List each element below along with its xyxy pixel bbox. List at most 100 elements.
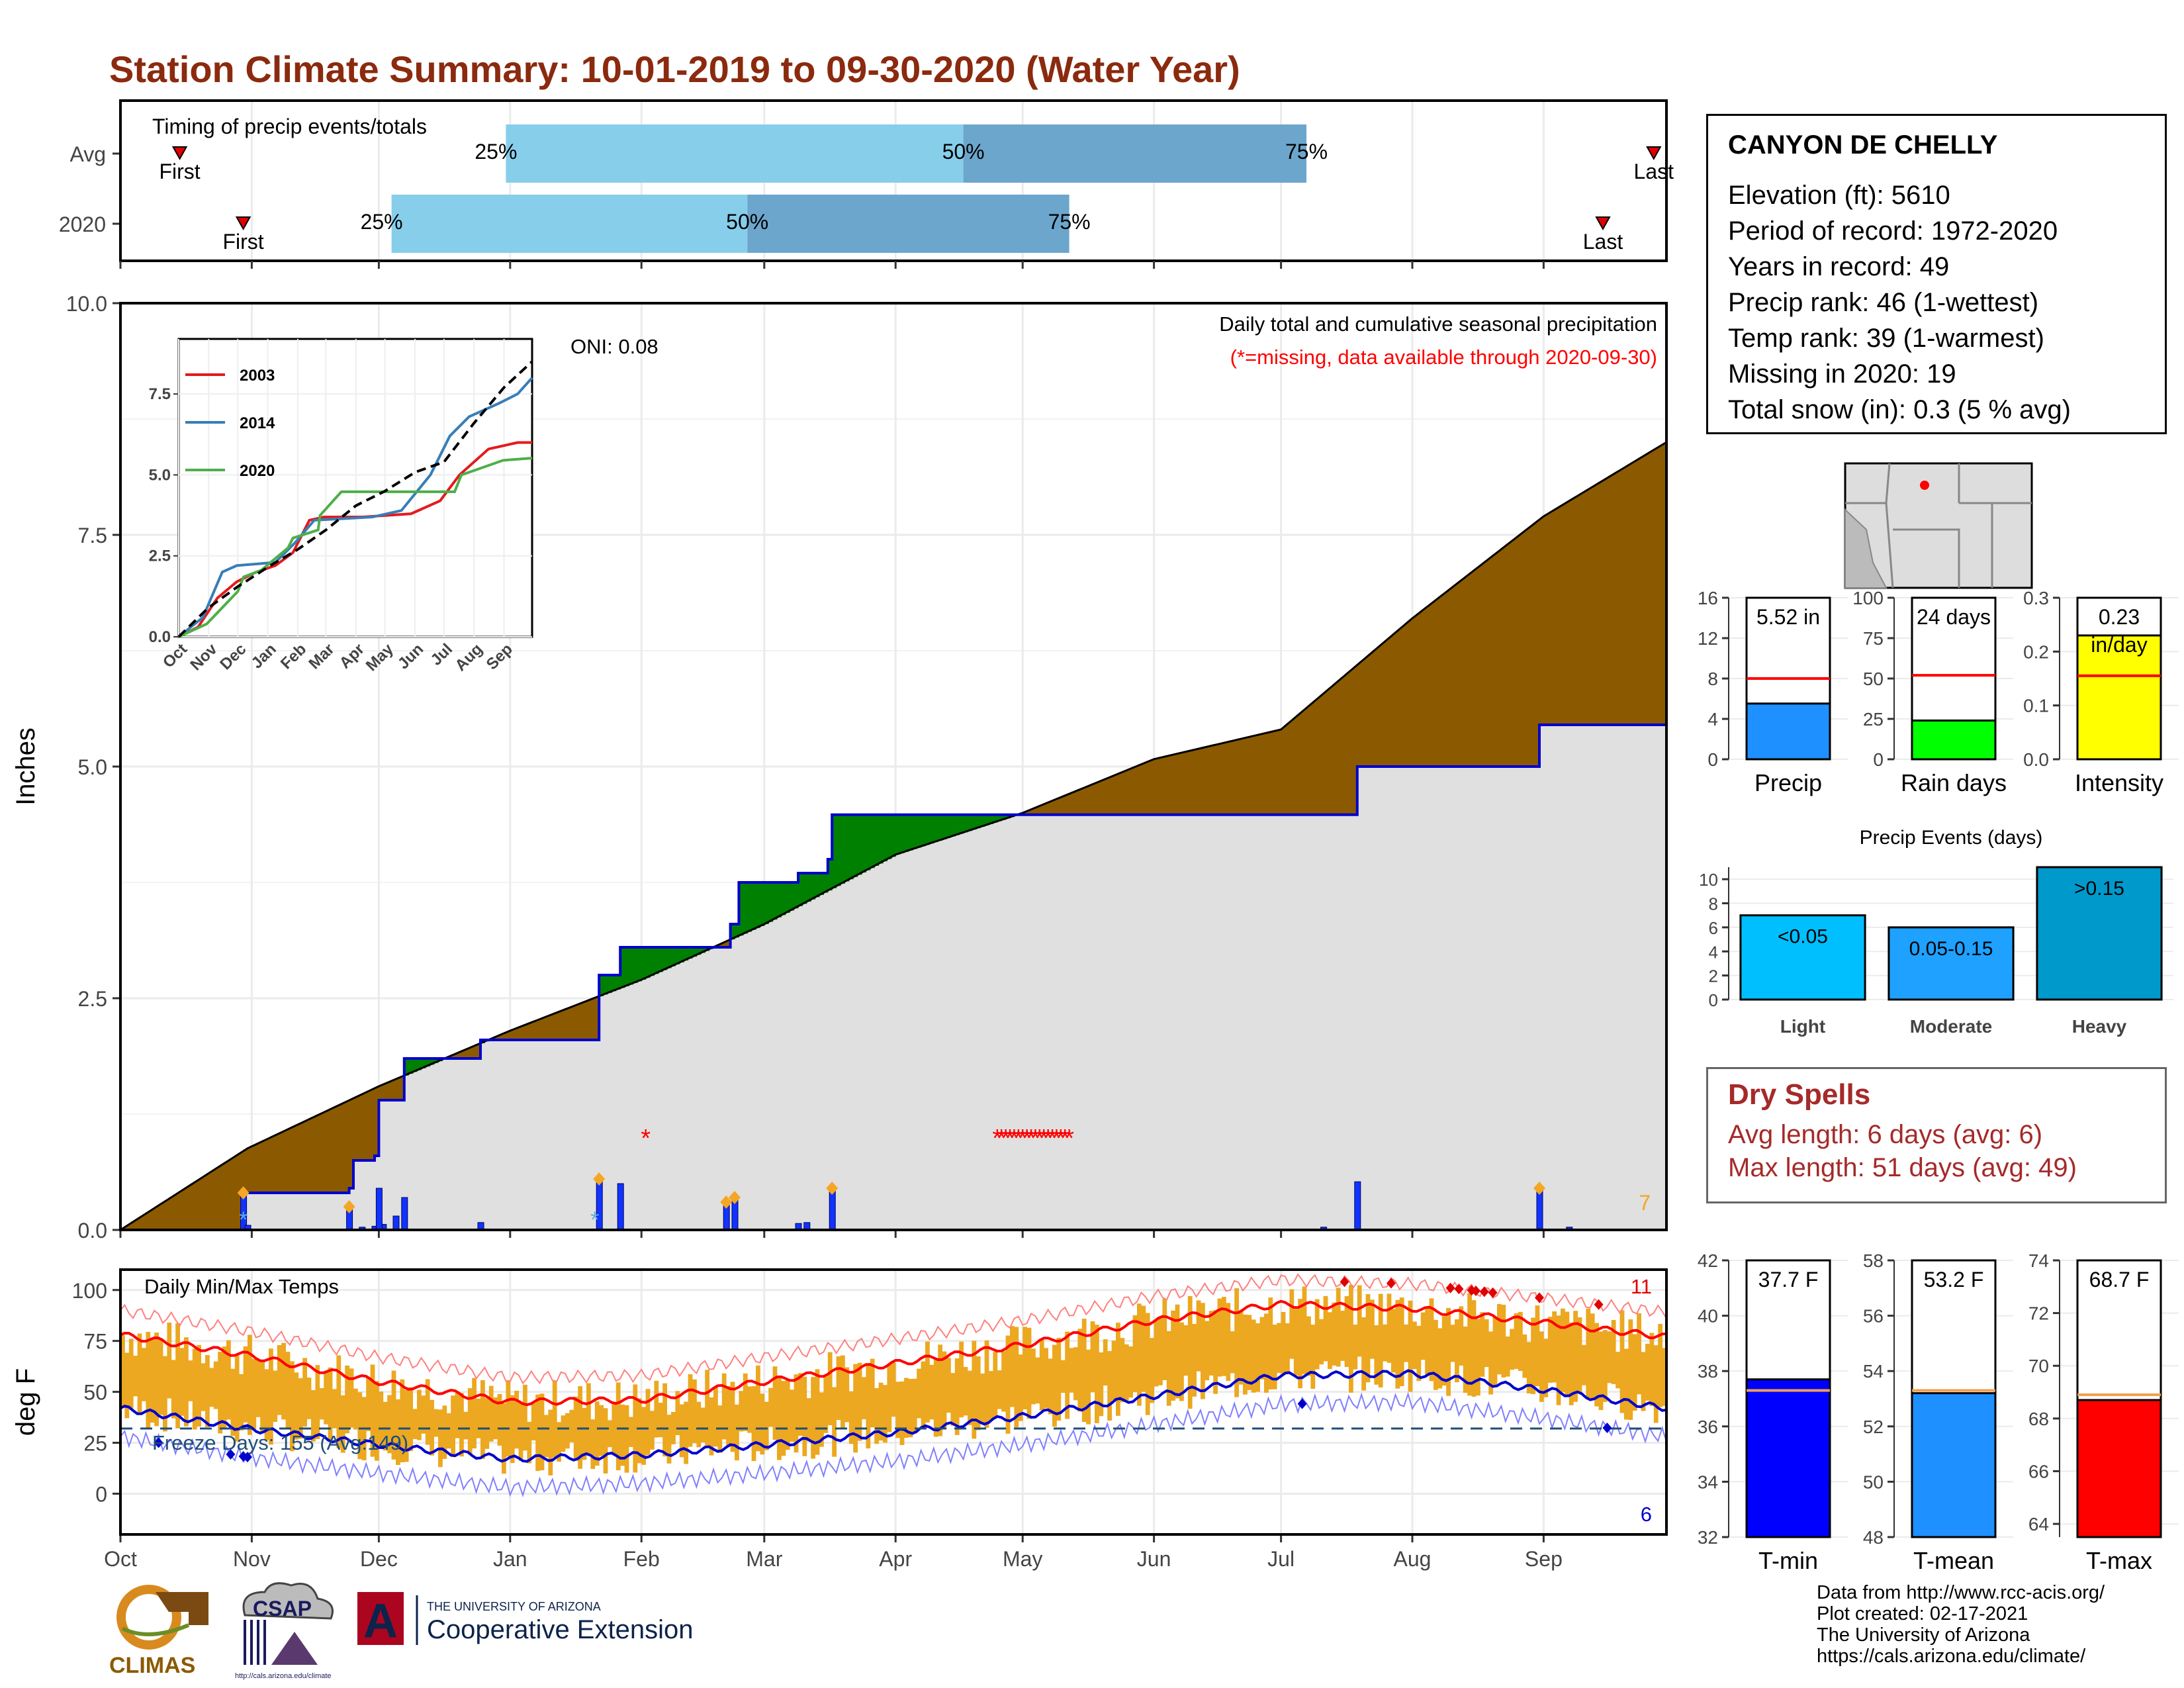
precip-above-average-fill	[650, 947, 655, 976]
daily-temp-bar	[1073, 1347, 1078, 1401]
timing-bar-q25-q50	[391, 195, 748, 253]
precip-above-average-fill	[929, 814, 934, 844]
precip-above-average-fill	[730, 924, 735, 940]
daily-temp-bar	[883, 1385, 887, 1443]
precip-above-average-fill	[790, 882, 795, 911]
tmean-value-bar	[1911, 1392, 1997, 1538]
rain_days-value-bar	[1911, 719, 1997, 761]
precip-above-average-fill	[781, 882, 786, 915]
daily-temp-bar	[357, 1392, 363, 1460]
daily-temp-bar	[658, 1403, 663, 1438]
daily-temp-bar	[739, 1391, 744, 1432]
daily-temp-bar	[171, 1360, 176, 1419]
rain_days-ytick-label: 25	[1863, 709, 1884, 729]
daily-temp-bar	[163, 1356, 167, 1432]
daily-temp-bar	[751, 1386, 756, 1462]
heavy-event-marker-icon	[720, 1196, 733, 1209]
daily-temp-bar	[1035, 1357, 1040, 1404]
climas-logo: CLIMAS	[109, 1585, 208, 1678]
daily-temp-bar	[1632, 1334, 1637, 1411]
missing-data-marker: *	[1039, 1125, 1049, 1152]
precip-above-average-fill	[963, 814, 968, 833]
daily-temp-bar	[213, 1361, 218, 1409]
daily-temp-bar	[1234, 1288, 1239, 1397]
daily-temp-bar	[612, 1402, 617, 1454]
temp-xtick-label: Oct	[104, 1547, 137, 1571]
inset-series-line	[177, 360, 533, 638]
daily-temp-bar	[1446, 1307, 1451, 1396]
timing-label-50: 50%	[942, 140, 985, 164]
daily-temp-bar	[1501, 1305, 1506, 1378]
daily-temp-bar	[1531, 1317, 1535, 1395]
daily-temp-bar	[488, 1385, 494, 1442]
daily-temp-bar	[870, 1358, 875, 1428]
daily-temp-bar	[790, 1389, 794, 1442]
precip-above-average-fill	[620, 947, 625, 988]
precip-above-average-fill	[624, 947, 629, 986]
daily-temp-bar	[578, 1386, 582, 1469]
events-ytick-label: 4	[1709, 942, 1718, 962]
timing-bar-q50-q75	[747, 195, 1069, 253]
daily-temp-bar	[375, 1381, 379, 1461]
daily-temp-bar	[1535, 1305, 1540, 1387]
precip-above-average-fill	[925, 814, 930, 845]
daily-temp-bar	[1323, 1295, 1328, 1362]
missing-data-marker: *	[992, 1125, 1002, 1152]
precip-above-average-fill	[853, 814, 858, 877]
daily-temp-bar	[798, 1373, 803, 1436]
precip-above-average-fill	[408, 1058, 414, 1074]
daily-temp-bar	[756, 1365, 760, 1452]
daily-temp-bar	[476, 1398, 481, 1438]
daily-temp-bar	[1077, 1329, 1083, 1412]
temp-xtick-label: Jul	[1267, 1547, 1295, 1571]
events-title: Precip Events (days)	[1860, 827, 2043, 849]
daily-temp-bar	[1586, 1308, 1591, 1400]
ua-logo: A THE UNIVERSITY OF ARIZONA Cooperative …	[357, 1592, 693, 1648]
daily-temp-bar	[946, 1358, 951, 1413]
daily-temp-bar	[1492, 1316, 1498, 1387]
temp-ytick-label: 100	[72, 1279, 107, 1303]
daily-temp-bar	[1476, 1319, 1480, 1396]
daily-temp-bar	[1598, 1331, 1604, 1411]
credit-url: https://cals.arizona.edu/climate/	[1817, 1646, 2086, 1667]
daily-temp-bar	[1010, 1326, 1015, 1407]
daily-temp-bar	[188, 1360, 193, 1401]
heavy-event-marker-icon	[343, 1200, 355, 1213]
page-title: Station Climate Summary: 10-01-2019 to 0…	[109, 48, 1240, 90]
tmean-ytick-label: 54	[1863, 1361, 1884, 1382]
daily-temp-bar	[502, 1403, 506, 1474]
tmax-ytick-label: 74	[2028, 1250, 2049, 1271]
daily-temp-bar	[1582, 1344, 1586, 1385]
daily-temp-bar	[1573, 1311, 1578, 1402]
tmin-value-bar	[1745, 1378, 1831, 1538]
events-bar	[2036, 866, 2163, 1001]
record-high-marker-icon	[1594, 1299, 1604, 1310]
daily-temp-bar	[1328, 1312, 1332, 1370]
events-bar-label: 0.05-0.15	[1909, 938, 1993, 960]
daily-temp-bar	[709, 1397, 714, 1456]
daily-temp-bar	[226, 1340, 231, 1420]
daily-temp-bar	[688, 1374, 693, 1447]
precip-above-average-fill	[671, 947, 676, 966]
daily-temp-bar	[179, 1348, 185, 1416]
tmean-ytick-label: 56	[1863, 1306, 1884, 1327]
precip-above-average-fill	[404, 1058, 409, 1076]
daily-temp-bar	[493, 1397, 498, 1440]
precip-annotation-title: Daily total and cumulative seasonal prec…	[1219, 312, 1657, 336]
daily-temp-bar	[230, 1368, 236, 1436]
inset-legend-label: 2003	[240, 367, 275, 385]
rain_days-value-label: 24 days	[1917, 605, 1991, 629]
daily-temp-bar	[641, 1407, 646, 1465]
daily-temp-bar	[925, 1341, 930, 1423]
daily-temp-bar	[841, 1355, 845, 1429]
daily-temp-bar	[417, 1389, 422, 1440]
heavy-event-marker-icon	[593, 1172, 606, 1186]
daily-temp-bar	[1505, 1336, 1510, 1377]
daily-temp-bar	[1641, 1352, 1646, 1411]
station-name: CANYON DE CHELLY	[1728, 130, 1998, 160]
station-missing: Missing in 2020: 19	[1728, 359, 1956, 389]
daily-temp-bar	[281, 1342, 286, 1420]
daily-temp-bar	[620, 1404, 625, 1466]
precip-above-average-fill	[696, 947, 702, 955]
daily-temp-bar	[557, 1422, 561, 1462]
